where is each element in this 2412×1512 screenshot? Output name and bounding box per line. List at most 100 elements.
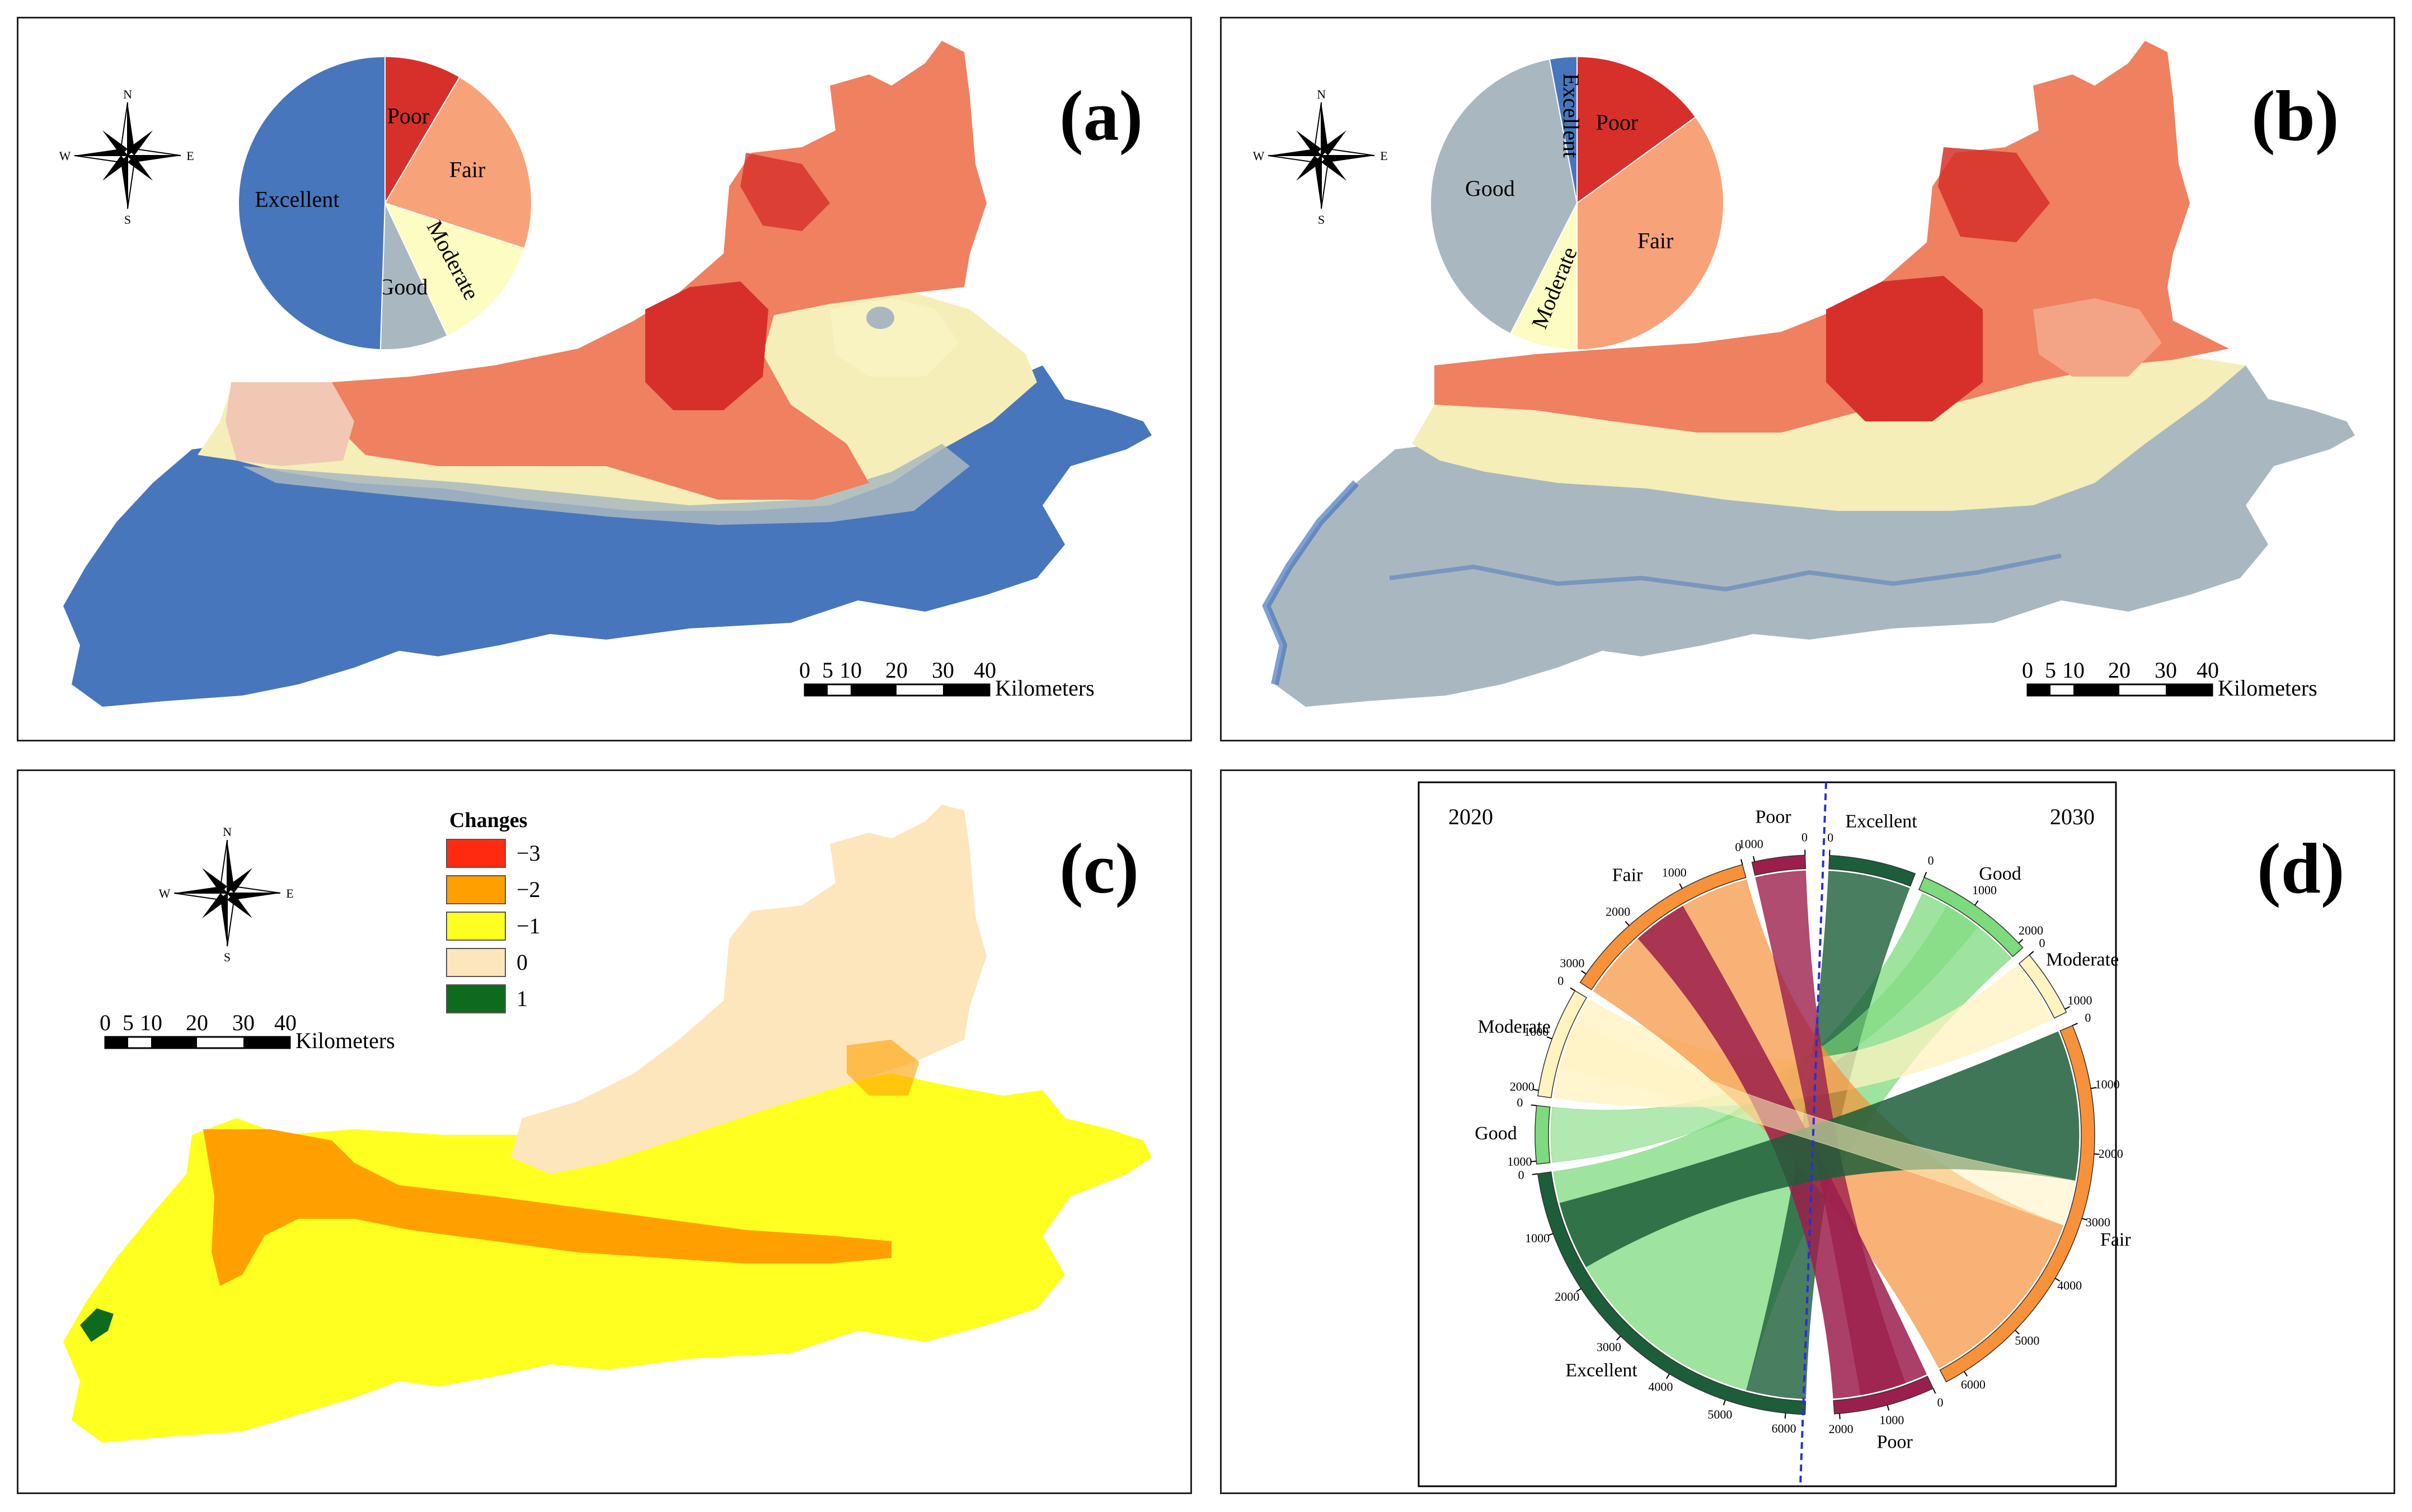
scale-tick-0: 0 <box>799 658 810 683</box>
map-a-west-mixed <box>226 382 354 466</box>
pie-slice-excellent <box>1548 55 1578 204</box>
chord-arc-2020-poor <box>1751 854 1806 876</box>
chord-tick <box>1532 1173 1538 1175</box>
chord-label-2020-excellent: Excellent <box>1565 1360 1637 1380</box>
compass-e: E <box>1380 149 1387 163</box>
chord-tick <box>1923 872 1927 878</box>
map-b-poor-north <box>1938 147 2050 242</box>
chord-tick-label: 1000 <box>1972 883 1997 897</box>
chord-tick-label: 1000 <box>1739 837 1763 851</box>
north-arrow-a: N S E W <box>59 87 194 227</box>
chord-tick-label: 0 <box>1517 1096 1523 1110</box>
chord-tick-label: 2000 <box>1829 1422 1853 1436</box>
chord-tick-label: 0 <box>2085 1011 2091 1025</box>
chord-label-2020-good: Good <box>1475 1123 1517 1144</box>
map-a-good-lake <box>866 307 894 329</box>
pie-label-fair: Fair <box>1637 228 1673 253</box>
scale-tick-40: 40 <box>2197 658 2219 683</box>
scale-tick-30: 30 <box>232 1010 255 1035</box>
scale-tick-40: 40 <box>274 1010 297 1035</box>
scale-tick-5: 5 <box>2045 658 2056 683</box>
legend-label-minus1: −1 <box>517 913 541 938</box>
chord-tick-label: 3000 <box>2086 1215 2110 1229</box>
pie-slice-fair <box>384 76 532 250</box>
ribbon-moderate-to-fair <box>1559 1022 2076 1226</box>
divider-line <box>1799 782 1827 1487</box>
legend-title: Changes <box>449 809 527 832</box>
compass-n: N <box>123 87 132 101</box>
chord-tick <box>1625 921 1630 926</box>
compass-w: W <box>59 149 71 163</box>
chord-tick-label: 0 <box>1827 830 1833 844</box>
chord-tick-label: 1000 <box>1662 865 1687 879</box>
pie-label-excellent: Excellent <box>255 187 339 212</box>
map-b-good-region <box>1266 365 2355 707</box>
chord-tick-label: 6000 <box>1772 1421 1796 1435</box>
chord-arc-2030-good <box>1918 876 2024 957</box>
map-b-poor-core <box>1826 276 1983 421</box>
chord-tick-label: 0 <box>1801 830 1808 844</box>
chord-tick-label: 2000 <box>1555 1289 1579 1303</box>
chord-tick <box>1974 900 1979 906</box>
chord-tick-label: 2000 <box>2099 1147 2123 1161</box>
scale-bar-a: 0 5 10 20 30 40 Kilometers <box>799 658 1095 701</box>
pie-slice-good <box>379 203 448 350</box>
chord-arc-2020-excellent <box>1537 1171 1806 1415</box>
chord-tick <box>1531 1161 1537 1162</box>
chord-tick-label: 0 <box>1557 974 1564 988</box>
chord-tick <box>1829 849 1831 856</box>
chord-tick <box>2015 1330 2020 1335</box>
chord-tick-label: 2000 <box>1510 1079 1535 1093</box>
map-c-zero-region <box>511 805 987 1174</box>
chord-label-2020-moderate: Moderate <box>1478 1017 1551 1037</box>
scale-tick-30: 30 <box>2155 658 2177 683</box>
map-a-fair-region <box>332 41 987 500</box>
panel-label-c: (c) <box>1059 829 1139 908</box>
chord-tick <box>1533 1088 1539 1091</box>
scale-tick-5: 5 <box>123 1010 134 1035</box>
scale-unit: Kilometers <box>2218 675 2317 701</box>
pie-label-good: Good <box>1465 176 1515 201</box>
chord-tick <box>2029 951 2034 956</box>
chord-tick <box>1576 1288 1582 1293</box>
pie-label-poor: Poor <box>1596 110 1639 135</box>
chord-tick <box>2081 1218 2088 1221</box>
chord-tick-label: 3000 <box>1560 956 1584 970</box>
map-a-good-zone <box>242 444 970 525</box>
north-arrow-b: N S E W <box>1253 87 1388 227</box>
chord-labels: Excellent0Good010002000Moderate01000Fair… <box>1475 807 2131 1453</box>
chord-tick-label: 0 <box>1518 1168 1524 1182</box>
chord-tick-label: 3000 <box>1597 1340 1621 1354</box>
panel-label-d: (d) <box>2257 829 2345 908</box>
map-b-fair-region <box>1434 41 2229 433</box>
scale-tick-0: 0 <box>2022 658 2033 683</box>
compass-e: E <box>186 149 194 163</box>
chord-tick <box>1963 1371 1968 1377</box>
chord-tick-label: 4000 <box>2057 1279 2082 1293</box>
map-c-minus2-pocket <box>847 1040 919 1096</box>
pie-slice-good <box>1430 58 1578 335</box>
pie-slice-fair <box>1576 116 1724 351</box>
chord-tick <box>1784 1413 1786 1419</box>
map-c-minus2-band <box>203 1129 891 1286</box>
map-c: N S E W Changes −3 −2 −1 0 1 0 5 10 2 <box>63 805 1152 1443</box>
panel-c: N S E W Changes −3 −2 −1 0 1 0 5 10 2 <box>17 769 1192 1494</box>
map-a-excellent-region <box>63 365 1152 707</box>
chord-label-2030-moderate: Moderate <box>2046 949 2119 970</box>
pie-label-poor: Poor <box>387 104 430 129</box>
pie-slice-poor <box>1576 55 1697 204</box>
scale-unit: Kilometers <box>995 675 1095 701</box>
scale-tick-20: 20 <box>186 1010 208 1035</box>
chord-tick-label: 5000 <box>2015 1333 2039 1347</box>
map-a-poor-north <box>740 153 830 231</box>
map-a-moderate-pocket <box>830 298 959 377</box>
legend-swatch-zero <box>446 948 506 977</box>
chord-tick <box>1570 987 1575 992</box>
map-b-fair-pocket <box>2033 298 2162 377</box>
scale-bar-c: 0 5 10 20 30 40 Kilometers <box>100 1010 395 1053</box>
chord-arc-2030-fair <box>1939 1025 2095 1383</box>
compass-s: S <box>124 213 131 227</box>
chord-tick <box>1753 856 1756 862</box>
